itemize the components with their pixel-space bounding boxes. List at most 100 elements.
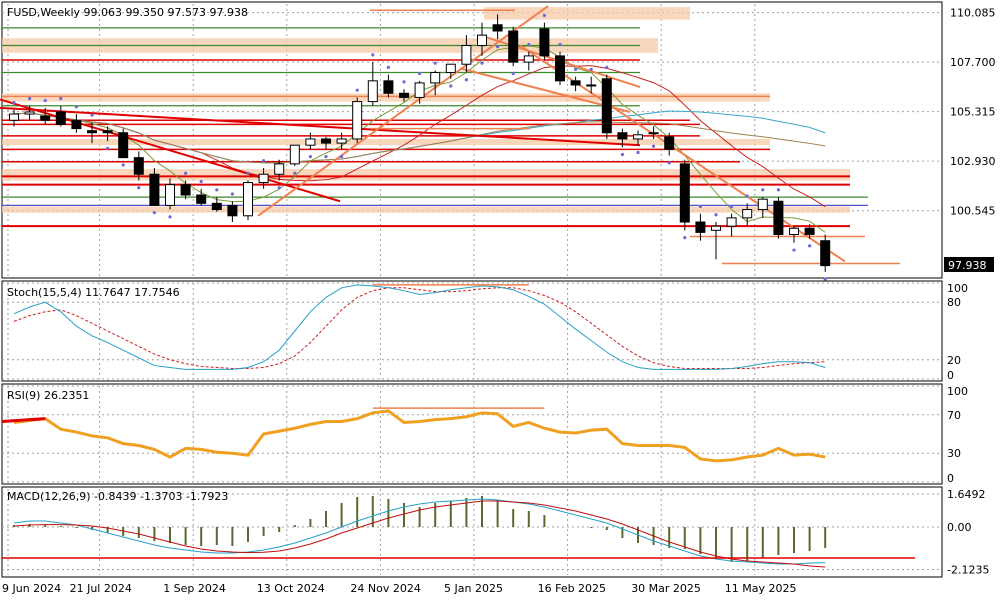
candle-body: [87, 130, 97, 134]
candle-body: [742, 209, 753, 219]
price-tick-label: 100.545: [950, 205, 996, 218]
moving-average-line: [13, 112, 826, 164]
candles: [9, 14, 831, 272]
resistance-zone: [2, 169, 850, 181]
resistance-zone: [2, 93, 770, 102]
sar-dot: [293, 171, 297, 175]
sar-dot: [215, 188, 219, 192]
rsi-label: RSI(9) 26.2351: [7, 389, 89, 402]
sar-dot: [199, 179, 203, 184]
macd-tick-label: -2.1235: [947, 563, 989, 576]
sar-dot: [12, 101, 16, 105]
indicator-tick-label: 100: [947, 385, 968, 398]
candle-body: [149, 173, 160, 206]
candle-body: [55, 111, 66, 125]
candle-body: [508, 30, 519, 63]
candle-body: [633, 134, 643, 140]
current-price-tag: [944, 257, 994, 272]
sar-dot: [340, 155, 344, 159]
candle-body: [336, 138, 347, 144]
sar-dot: [402, 80, 406, 84]
x-tick-label: 9 Jun 2024: [2, 582, 61, 595]
sar-dot: [74, 105, 78, 109]
sar-dot: [59, 96, 63, 101]
candle-body: [165, 184, 175, 206]
sar-dot: [386, 65, 390, 69]
sar-dot: [511, 71, 515, 76]
candle-body: [492, 24, 503, 32]
candle-body: [679, 163, 690, 223]
sar-dot: [761, 188, 765, 192]
candle-body: [773, 200, 784, 235]
sar-dot: [652, 144, 656, 148]
candle-body: [321, 138, 331, 144]
candle-body: [180, 184, 191, 196]
candle-body: [445, 63, 456, 74]
sar-dot: [589, 67, 593, 72]
indicator-tick-label: 0: [947, 369, 954, 382]
x-tick-label: 11 May 2025: [725, 582, 797, 595]
macd-tick-label: 1.6492: [947, 488, 986, 501]
candle-body: [820, 240, 831, 267]
candle-body: [555, 55, 565, 82]
rsi-trend-line: [1, 417, 46, 424]
sar-dot: [542, 13, 547, 18]
sar-dot: [449, 84, 453, 88]
sar-dot: [792, 248, 796, 252]
sar-dot: [152, 211, 156, 215]
candle-body: [133, 157, 144, 175]
candle-body: [586, 84, 597, 87]
macd-signal-line: [13, 500, 826, 568]
candle-body: [711, 225, 721, 231]
candle-body: [757, 198, 768, 211]
indicator-tick-label: 70: [947, 409, 961, 422]
macd-tick-label: 0.00: [947, 521, 972, 534]
candle-body: [383, 80, 394, 94]
candle-body: [695, 221, 706, 233]
candle-body: [24, 111, 35, 115]
sar-dot: [90, 113, 94, 117]
candle-body: [617, 132, 628, 140]
trend-line: [459, 67, 631, 113]
axis-labels: 9 Jun 2024 21 Jul 2024 1 Sep 2024 13 Oct 20…: [2, 7, 996, 595]
price-tick-label: 105.315: [950, 106, 996, 119]
sar-dot: [43, 98, 47, 103]
sar-dot: [667, 161, 671, 165]
x-tick-label: 13 Oct 2024: [257, 582, 325, 595]
sar-dot: [636, 150, 640, 155]
sar-dot: [730, 204, 734, 209]
sar-dot: [605, 65, 609, 69]
candle-body: [102, 130, 113, 134]
candle-body: [430, 72, 441, 84]
sar-dot: [106, 146, 110, 150]
sar-dot: [230, 192, 234, 196]
candle-body: [804, 227, 815, 235]
stochastic-lines: [13, 284, 826, 370]
candle-body: [648, 132, 659, 135]
candle-body: [367, 80, 378, 103]
stochastic-signal-line: [13, 287, 826, 369]
indicator-tick-label: 0: [947, 472, 954, 485]
parabolic-sar: [12, 13, 827, 281]
sar-dot: [776, 188, 781, 192]
sar-dot: [433, 61, 437, 65]
sar-dot: [808, 244, 812, 248]
price-tick-label: 107.700: [950, 56, 996, 69]
sar-dot: [308, 155, 312, 159]
sar-dot: [277, 186, 281, 190]
sar-dot: [137, 186, 141, 190]
candle-body: [789, 227, 799, 235]
sar-dot: [168, 215, 172, 219]
candle-body: [9, 113, 19, 121]
sar-dot: [745, 194, 749, 198]
candle-body: [196, 194, 207, 204]
candle-body: [40, 115, 51, 121]
sar-dot: [527, 42, 531, 47]
grid-lines: [2, 4, 942, 575]
sar-dot: [496, 44, 500, 49]
rsi-line-path: [13, 409, 826, 463]
sar-dot: [698, 204, 703, 209]
candle-body: [211, 202, 222, 211]
resistance-zone: [2, 138, 770, 146]
